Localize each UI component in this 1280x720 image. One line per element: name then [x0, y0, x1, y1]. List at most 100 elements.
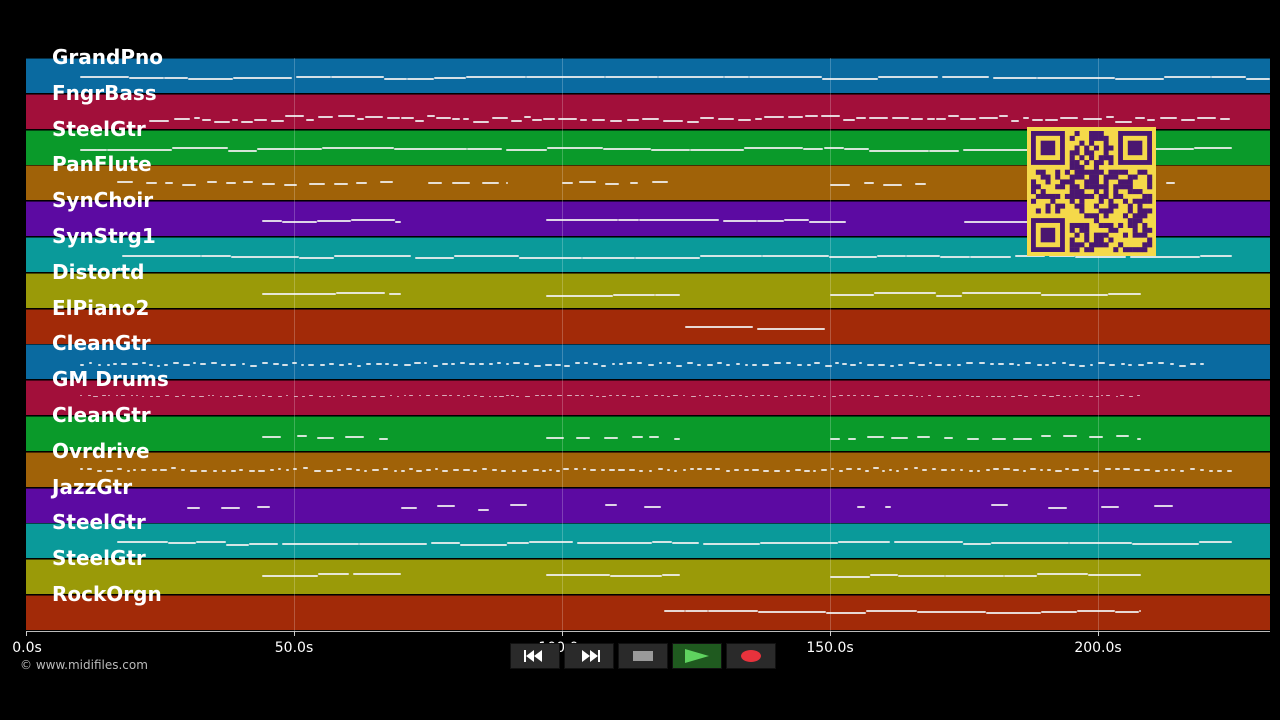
- note: [477, 509, 490, 512]
- track-label: SteelGtr: [52, 510, 146, 535]
- track-row[interactable]: Ovrdrive: [26, 441, 1270, 487]
- note: [403, 394, 407, 396]
- track-row[interactable]: FngrBass: [26, 83, 1270, 129]
- note: [545, 363, 553, 366]
- note: [1196, 117, 1217, 120]
- qr-code-icon[interactable]: [1027, 127, 1156, 256]
- note: [584, 362, 588, 365]
- note: [282, 221, 317, 224]
- stop-button[interactable]: [618, 643, 668, 669]
- note: [106, 470, 113, 473]
- note: [1037, 76, 1115, 79]
- note: [248, 543, 279, 546]
- note: [505, 149, 547, 152]
- record-button[interactable]: [726, 643, 776, 669]
- note: [686, 361, 694, 364]
- note: [635, 256, 701, 259]
- note: [986, 395, 989, 397]
- note: [1128, 363, 1133, 366]
- play-button[interactable]: [672, 643, 722, 669]
- note: [866, 436, 885, 439]
- note: [356, 118, 364, 121]
- note: [918, 364, 926, 367]
- note: [181, 183, 197, 186]
- note: [376, 363, 382, 366]
- note: [379, 396, 385, 398]
- track-row[interactable]: GM Drums: [26, 369, 1270, 416]
- note: [773, 396, 779, 398]
- note: [869, 573, 899, 576]
- note: [960, 468, 964, 471]
- note: [1082, 117, 1103, 120]
- note: [651, 148, 690, 151]
- note: [163, 77, 189, 80]
- note: [387, 116, 400, 119]
- note: [148, 363, 154, 366]
- note: [697, 468, 703, 471]
- time-tick: [26, 631, 27, 636]
- note: [940, 468, 948, 471]
- note: [609, 469, 615, 472]
- note: [167, 542, 196, 545]
- note: [673, 437, 680, 440]
- note: [661, 394, 664, 396]
- note: [968, 470, 973, 473]
- note: [426, 115, 435, 118]
- note: [238, 394, 244, 396]
- note: [261, 574, 319, 577]
- time-tick-label: 150.0s: [806, 640, 854, 656]
- note: [126, 469, 131, 472]
- note: [589, 395, 594, 397]
- note: [1082, 394, 1085, 396]
- note: [609, 120, 623, 123]
- note: [562, 468, 569, 471]
- note: [219, 396, 223, 398]
- note: [425, 468, 432, 471]
- note: [823, 395, 827, 397]
- note: [803, 148, 824, 151]
- note: [426, 394, 431, 396]
- note: [686, 120, 700, 123]
- note: [285, 115, 304, 118]
- note: [97, 363, 102, 366]
- note: [784, 396, 788, 398]
- note: [393, 363, 399, 366]
- fast-forward-button[interactable]: [564, 643, 614, 669]
- note: [1135, 147, 1194, 150]
- note: [700, 117, 715, 120]
- note: [318, 395, 324, 397]
- track-row[interactable]: CleanGtr: [26, 333, 1270, 380]
- track-row[interactable]: SteelGtr: [26, 548, 1270, 595]
- note: [89, 362, 93, 365]
- track-row[interactable]: Distortd: [26, 262, 1270, 308]
- track-label: CleanGtr: [52, 403, 151, 427]
- note: [905, 254, 941, 257]
- note: [340, 394, 343, 396]
- track-row[interactable]: RockOrgn: [26, 584, 1270, 630]
- note: [631, 435, 644, 438]
- note: [1114, 610, 1139, 613]
- track-row[interactable]: GrandPno: [26, 47, 1270, 93]
- note: [395, 220, 402, 223]
- note: [1009, 363, 1014, 366]
- note: [847, 437, 857, 440]
- note: [1166, 181, 1176, 184]
- rewind-button[interactable]: [510, 643, 560, 669]
- track-row[interactable]: CleanGtr: [26, 405, 1270, 451]
- note: [1078, 364, 1086, 367]
- track-row[interactable]: SteelGtr: [26, 512, 1270, 559]
- note: [79, 468, 83, 470]
- note: [626, 119, 639, 122]
- track-notes: [26, 274, 1270, 308]
- track-row[interactable]: ElPiano2: [26, 298, 1270, 344]
- note: [175, 396, 179, 398]
- note: [1138, 610, 1141, 613]
- note: [1062, 435, 1077, 438]
- note: [785, 469, 791, 472]
- track-row[interactable]: JazzGtr: [26, 477, 1270, 523]
- track-notes: [26, 524, 1270, 558]
- note: [199, 395, 204, 397]
- note: [724, 76, 750, 79]
- note: [186, 506, 201, 509]
- note: [466, 394, 471, 396]
